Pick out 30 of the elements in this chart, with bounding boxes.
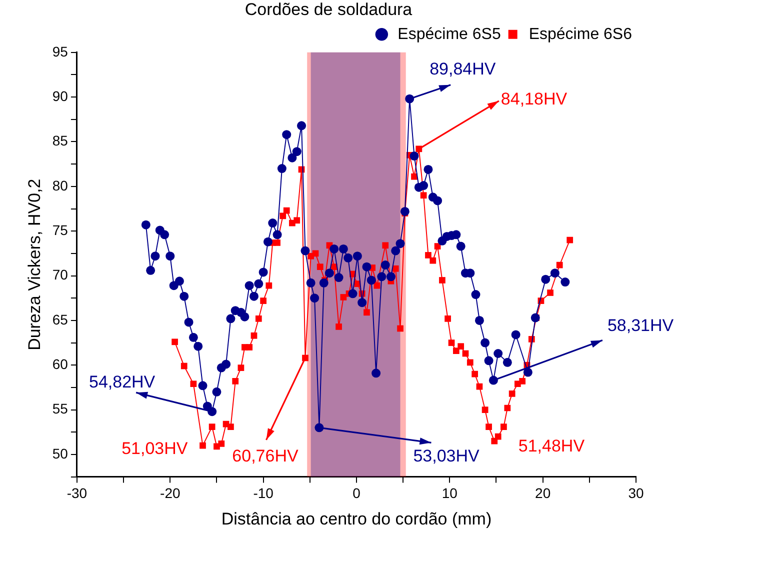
y-tick-label: 85 xyxy=(52,132,68,149)
y-tick-label: 80 xyxy=(52,177,68,194)
y-tick-label: 70 xyxy=(52,266,68,283)
x-tick-label: -20 xyxy=(160,485,180,502)
annotation: 58,31HV xyxy=(607,316,674,335)
x-tick-label: -10 xyxy=(253,485,274,502)
x-tick-label: 10 xyxy=(442,485,458,502)
legend-label: Espécime 6S5 xyxy=(398,26,501,43)
annotation: 51,03HV xyxy=(122,439,188,458)
chart-title: Cordões de soldadura xyxy=(244,0,413,19)
x-tick-label: 20 xyxy=(535,485,551,502)
y-tick-label: 75 xyxy=(52,222,68,238)
y-tick-label: 50 xyxy=(52,445,68,462)
y-tick-label: 65 xyxy=(52,311,68,328)
x-tick-label: 0 xyxy=(352,485,361,502)
x-axis-title: Distância ao centro do cordão (mm) xyxy=(221,509,492,528)
annotation: 60,76HV xyxy=(232,446,299,466)
x-tick-label: 30 xyxy=(628,485,644,502)
annotation: 54,82HV xyxy=(88,372,156,392)
annotation: 89,84HV xyxy=(430,60,496,79)
legend-label: Espécime 6S6 xyxy=(528,26,632,43)
y-tick-label: 90 xyxy=(52,88,68,104)
y-tick-label: 60 xyxy=(52,356,68,372)
annotation: 84,18HV xyxy=(500,90,568,109)
annotation: 51,48HV xyxy=(518,436,586,456)
annotation: 53,03HV xyxy=(413,446,480,466)
y-axis-title: Dureza Vickers, HV0,2 xyxy=(24,178,44,350)
x-tick-label: -30 xyxy=(66,485,88,502)
y-tick-label: 55 xyxy=(52,400,68,417)
y-tick-label: 95 xyxy=(52,43,68,60)
